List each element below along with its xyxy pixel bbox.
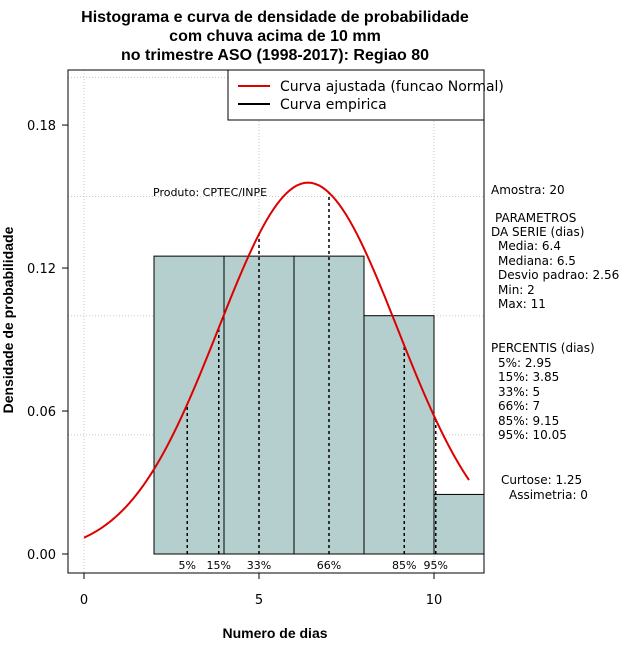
y-tick-label: 0.18 bbox=[27, 119, 56, 134]
chart-title-line-2: com chuva acima de 10 mm bbox=[169, 28, 381, 45]
percentil-33: 33%: 5 bbox=[498, 385, 540, 399]
param-mediana: Mediana: 6.5 bbox=[498, 254, 576, 268]
params-title-2: DA SERIE (dias) bbox=[491, 225, 584, 239]
normal-curve-line bbox=[83, 181, 470, 539]
legend-label-empirical: Curva empirica bbox=[280, 97, 387, 113]
percentil-5: 5%: 2.95 bbox=[498, 356, 552, 370]
percentile-label-95: 95% bbox=[424, 559, 448, 572]
y-tick-label: 0.12 bbox=[27, 262, 56, 277]
param-media: Media: 6.4 bbox=[498, 239, 561, 253]
params-title-1: PARAMETROS bbox=[495, 211, 576, 225]
percentil-15: 15%: 3.85 bbox=[498, 370, 559, 384]
histogram-bar-1 bbox=[153, 255, 225, 555]
percentile-label-5: 5% bbox=[179, 559, 196, 572]
skewness: Assimetria: 0 bbox=[509, 488, 588, 502]
x-tick-label: 10 bbox=[426, 593, 443, 608]
chart-title-line-1: Histograma e curva de densidade de proba… bbox=[81, 9, 469, 26]
histogram-bar-4 bbox=[363, 315, 435, 555]
stats-panel: Amostra: 20 PARAMETROS DA SERIE (dias) M… bbox=[491, 183, 619, 502]
histogram-bars bbox=[153, 255, 485, 555]
percentile-label-33: 33% bbox=[247, 559, 271, 572]
percentil-95: 95%: 10.05 bbox=[498, 428, 567, 442]
x-tick-label: 0 bbox=[80, 593, 88, 608]
percentile-lines: 5% 15% 33% 66% 85% 95% bbox=[179, 192, 448, 572]
kurtosis: Curtose: 1.25 bbox=[501, 473, 582, 487]
x-axis-label: Numero de dias bbox=[222, 625, 327, 641]
percentis-title: PERCENTIS (dias) bbox=[491, 341, 595, 355]
y-tick-label: 0.06 bbox=[27, 405, 56, 420]
sample-size: Amostra: 20 bbox=[491, 183, 565, 197]
percentile-label-85: 85% bbox=[392, 559, 416, 572]
chart-title-line-3: no trimestre ASO (1998-2017): Regiao 80 bbox=[121, 47, 429, 64]
y-axis-label: Densidade de probabilidade bbox=[0, 226, 16, 413]
x-tick-label: 5 bbox=[255, 593, 263, 608]
percentile-label-66: 66% bbox=[317, 559, 341, 572]
normal-curve bbox=[83, 181, 470, 539]
percentil-85: 85%: 9.15 bbox=[498, 414, 559, 428]
percentile-label-15: 15% bbox=[207, 559, 231, 572]
legend-label-normal: Curva ajustada (funcao Normal) bbox=[280, 79, 504, 95]
product-annotation: Produto: CPTEC/INPE bbox=[153, 186, 267, 199]
param-min: Min: 2 bbox=[498, 283, 535, 297]
legend: Curva ajustada (funcao Normal) Curva emp… bbox=[227, 69, 504, 121]
param-desvio: Desvio padrao: 2.56 bbox=[498, 268, 619, 282]
percentil-66: 66%: 7 bbox=[498, 399, 540, 413]
y-tick-label: 0.00 bbox=[27, 548, 56, 563]
param-max: Max: 11 bbox=[498, 297, 546, 311]
histogram-bar-5 bbox=[433, 493, 485, 555]
legend-box bbox=[227, 69, 485, 121]
axes: 0 5 10 0.00 0.06 0.12 0.18 bbox=[27, 119, 442, 608]
